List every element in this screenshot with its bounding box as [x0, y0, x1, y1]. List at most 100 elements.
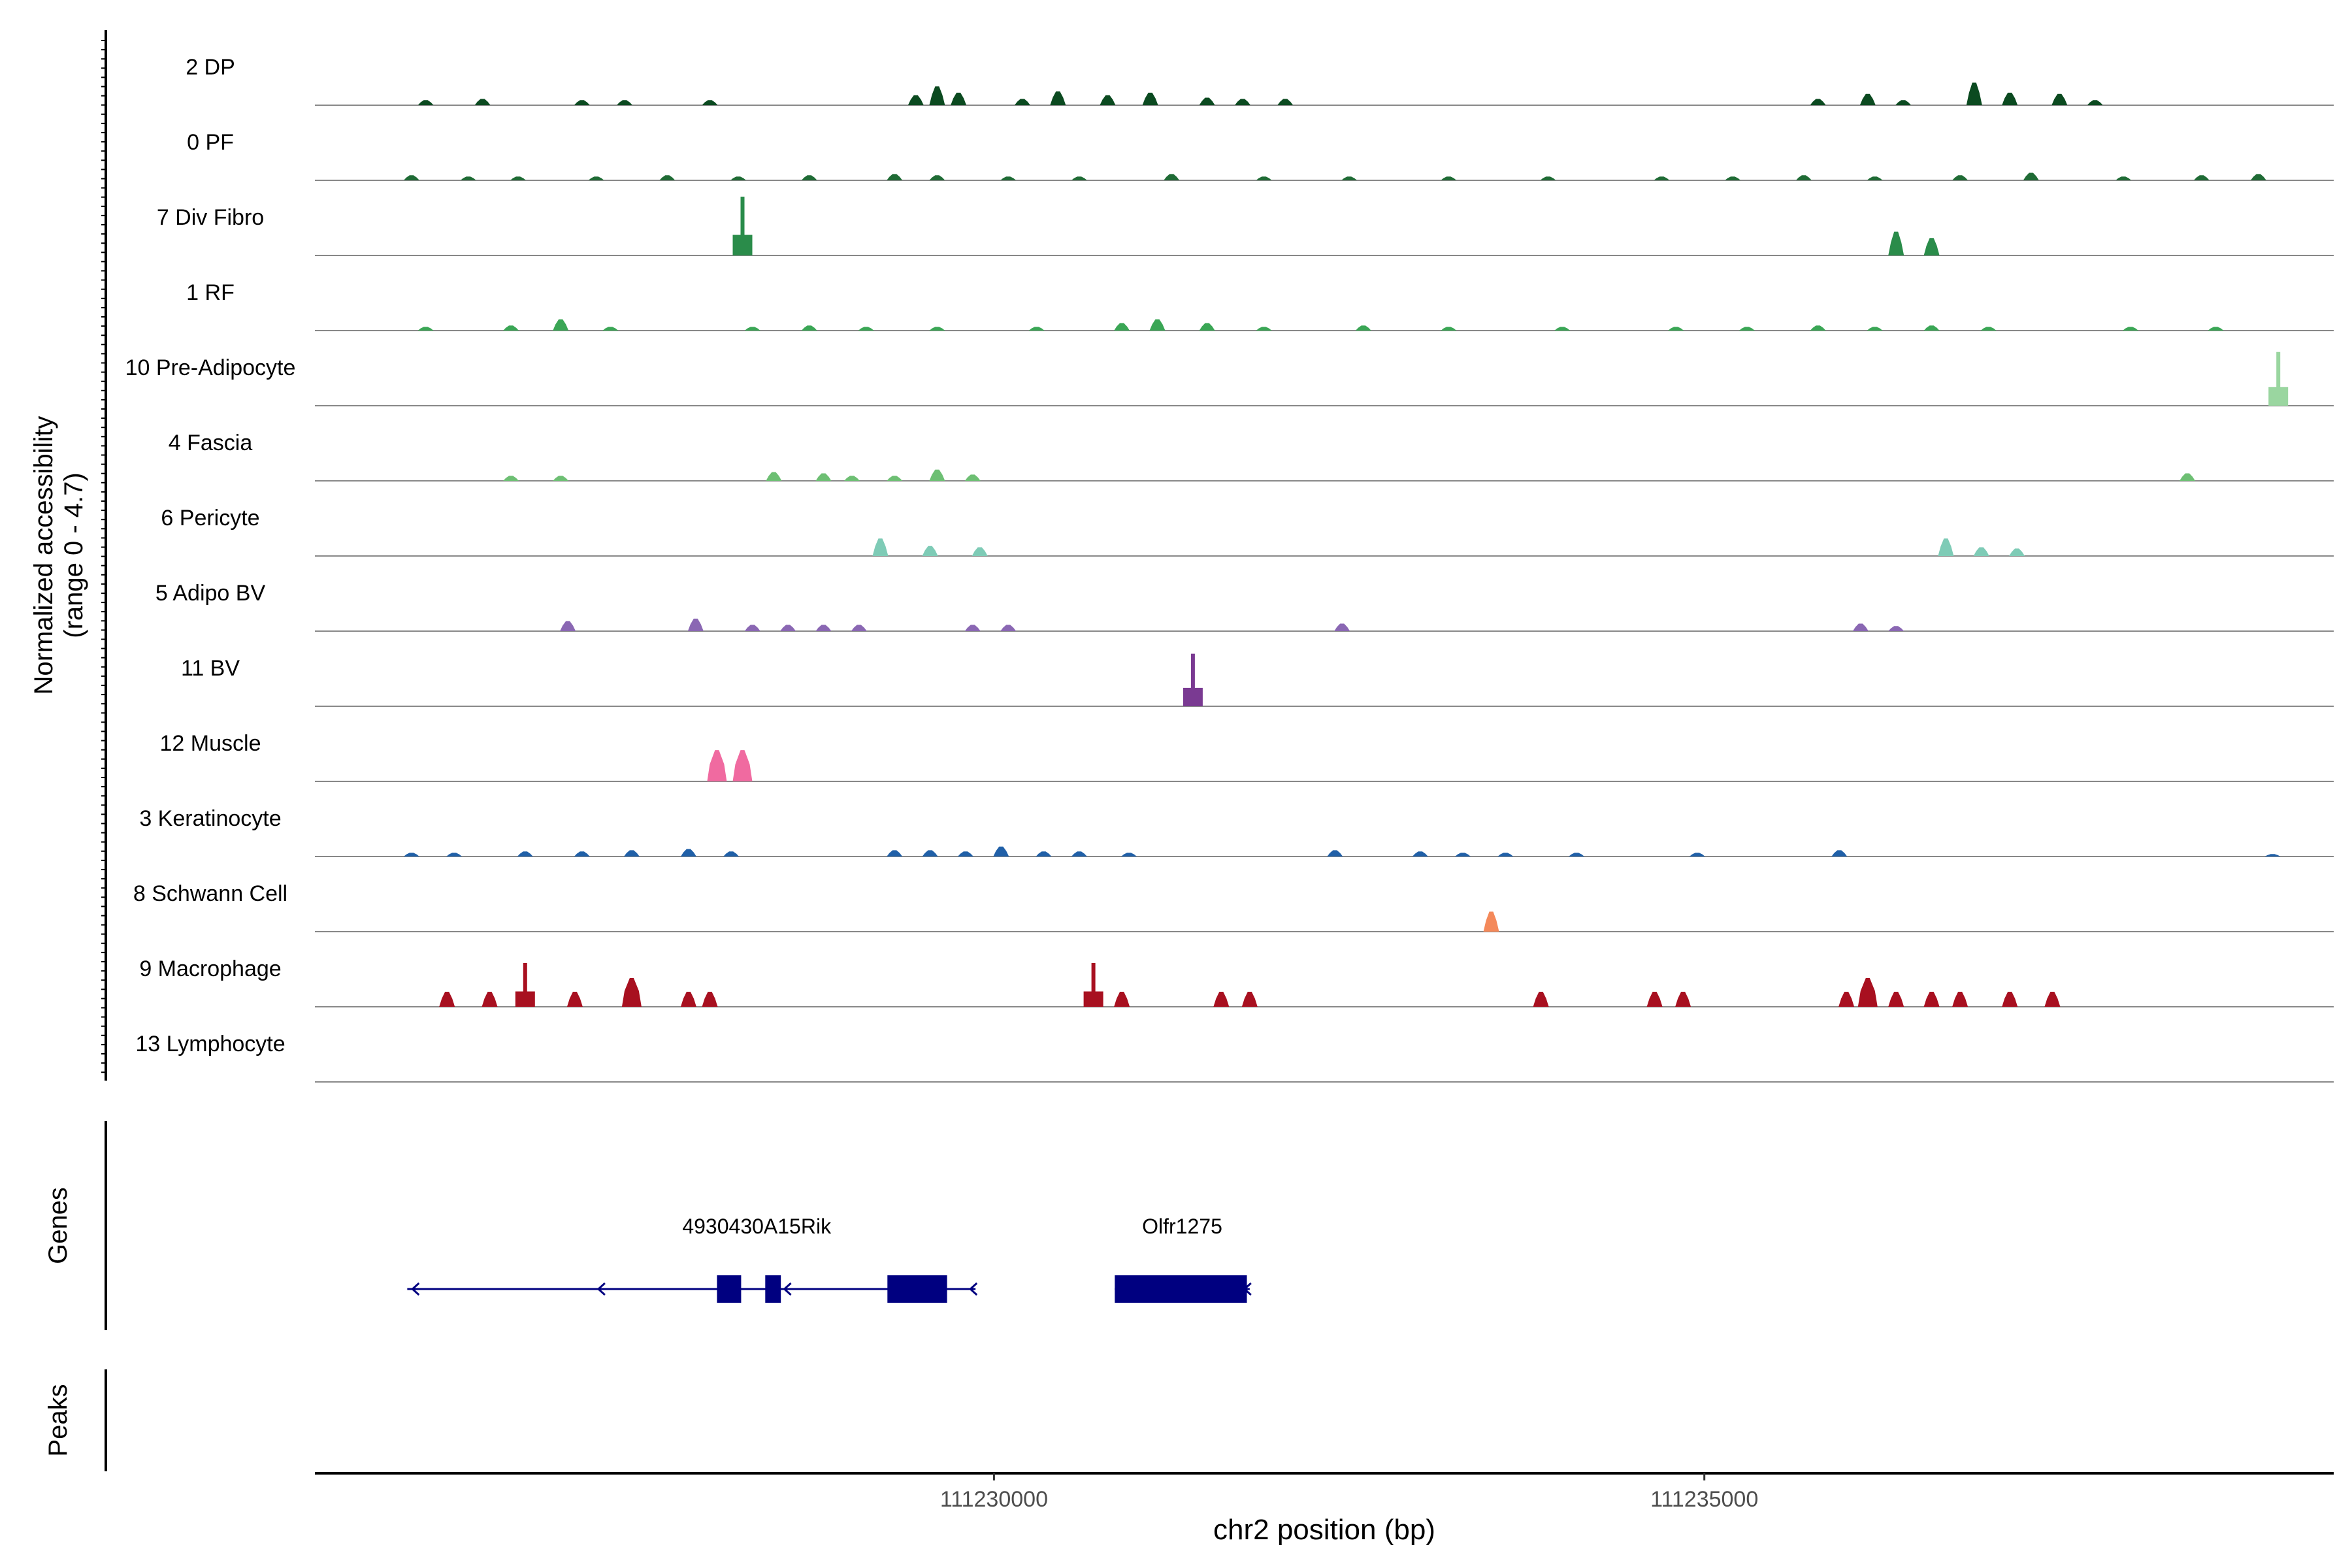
y-axis-label-line1: Normalized accessibility [29, 416, 58, 695]
track-label: 5 Adipo BV [155, 581, 266, 606]
coverage-peak [503, 325, 519, 331]
track-6-pericyte: 6 Pericyte [161, 506, 2334, 557]
coverage-peak [566, 992, 583, 1007]
gene-exon [717, 1275, 742, 1303]
coverage-peak [588, 176, 604, 180]
track-3-keratinocyte: 3 Keratinocyte [139, 806, 2334, 857]
coverage-peak [1888, 626, 1904, 631]
x-axis: 111230000 111235000 [315, 1472, 2334, 1512]
coverage-peak [801, 325, 817, 331]
coverage-peak [1036, 851, 1052, 857]
track-label: 13 Lymphocyte [135, 1032, 285, 1056]
coverage-peak [957, 851, 973, 857]
gene-label: Olfr1275 [1142, 1215, 1222, 1238]
x-tick-label: 111230000 [940, 1487, 1048, 1512]
coverage-peak [1533, 992, 1549, 1007]
coverage-peak [1497, 853, 1514, 857]
coverage-peak [1241, 992, 1258, 1007]
coverage-peak [964, 625, 981, 631]
coverage-peak [1540, 176, 1556, 180]
coverage-peak [680, 992, 696, 1007]
coverage-peak [1966, 82, 1982, 105]
coverage-peak [1795, 175, 1812, 180]
gene-annotations: 4930430A15Rik Olfr1275 [407, 1215, 1252, 1303]
coverage-peak [744, 327, 760, 331]
coverage-peak [1838, 992, 1855, 1007]
coverage-peak [887, 476, 903, 481]
track-1-rf: 1 RF [186, 280, 2334, 331]
x-axis-label: chr2 position (bp) [1213, 1514, 1435, 1546]
coverage-peak [993, 846, 1009, 857]
coverage-peak [929, 469, 945, 481]
coverage-peak [1100, 95, 1116, 105]
coverage-peak [929, 175, 945, 180]
strand-arrow [411, 1282, 420, 1296]
coverage-peak [707, 750, 727, 781]
coverage-peak [766, 472, 782, 481]
coverage-peak [417, 100, 434, 105]
coverage-peak [1149, 319, 1166, 331]
track-label: 0 PF [187, 130, 234, 155]
coverage-peak [1083, 963, 1103, 1007]
coverage-peak [1050, 91, 1066, 105]
coverage-peak [1923, 238, 1940, 255]
track-4-fascia: 4 Fascia [169, 431, 2334, 482]
coverage-peak [574, 851, 590, 857]
coverage-peak [2264, 854, 2281, 857]
coverage-peak [474, 99, 491, 105]
genes-panel-label: Genes [44, 1187, 73, 1264]
strand-arrow [783, 1282, 792, 1296]
gene-4930430a15rik: 4930430A15Rik [407, 1215, 978, 1303]
track-label: 2 DP [186, 55, 235, 80]
track-label: 1 RF [186, 280, 235, 305]
coverage-peak [2208, 327, 2224, 331]
coverage-peak [964, 474, 981, 481]
coverage-peak [1859, 93, 1876, 105]
coverage-peak [1923, 992, 1940, 1007]
coverage-y-axis [101, 30, 107, 1081]
strand-arrow [596, 1282, 606, 1296]
coverage-peak [617, 100, 632, 105]
coverage-peak [780, 625, 796, 631]
coverage-peak [1183, 653, 1203, 706]
track-label: 9 Macrophage [139, 956, 281, 981]
coverage-peak [1114, 992, 1130, 1007]
coverage-peak [1341, 176, 1358, 180]
coverage-peak [1689, 853, 1705, 857]
coverage-peak [417, 327, 434, 331]
coverage-peak [1725, 176, 1741, 180]
coverage-peak [1654, 176, 1670, 180]
track-label: 12 Muscle [160, 731, 261, 756]
coverage-peak [1199, 323, 1215, 331]
y-axis-label-line2: (range 0 - 4.7) [59, 472, 88, 638]
coverage-peak [1071, 176, 1087, 180]
coverage-peak [1938, 538, 1954, 556]
coverage-peak [2002, 992, 2018, 1007]
track-7-div-fibro: 7 Div Fibro [157, 197, 2334, 256]
coverage-peak [1256, 176, 1272, 180]
coverage-peak [2044, 992, 2061, 1007]
coverage-peak [553, 319, 569, 331]
coverage-peak [1235, 99, 1250, 105]
track-12-muscle: 12 Muscle [160, 731, 2334, 782]
coverage-peak [1121, 853, 1137, 857]
coverage-peak [851, 625, 867, 631]
coverage-peak [1867, 176, 1883, 180]
track-9-macrophage: 9 Macrophage [139, 956, 2334, 1007]
coverage-peak [439, 992, 455, 1007]
coverage-peak [1199, 97, 1215, 105]
coverage-peak [730, 176, 746, 180]
coverage-peak [2002, 92, 2018, 105]
coverage-peak [844, 476, 860, 481]
coverage-peak [1668, 327, 1684, 331]
track-label: 10 Pre-Adipocyte [125, 355, 296, 380]
gene-olfr1275: Olfr1275 [1115, 1215, 1252, 1303]
coverage-peak [744, 625, 760, 631]
coverage-peak [574, 100, 590, 105]
coverage-peak [922, 546, 938, 556]
coverage-peak [446, 853, 463, 857]
coverage-peak [1114, 323, 1130, 331]
coverage-peak [702, 992, 718, 1007]
coverage-peak [687, 618, 704, 631]
